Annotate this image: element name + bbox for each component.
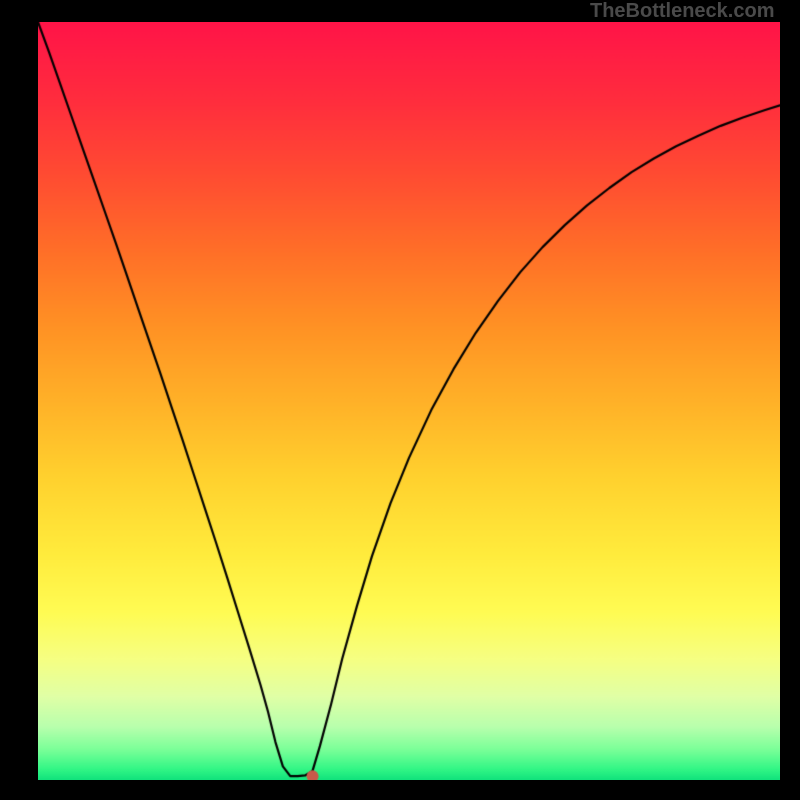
chart-container (38, 22, 780, 780)
watermark-text: TheBottleneck.com (590, 0, 774, 23)
chart-curve-canvas (38, 22, 780, 780)
